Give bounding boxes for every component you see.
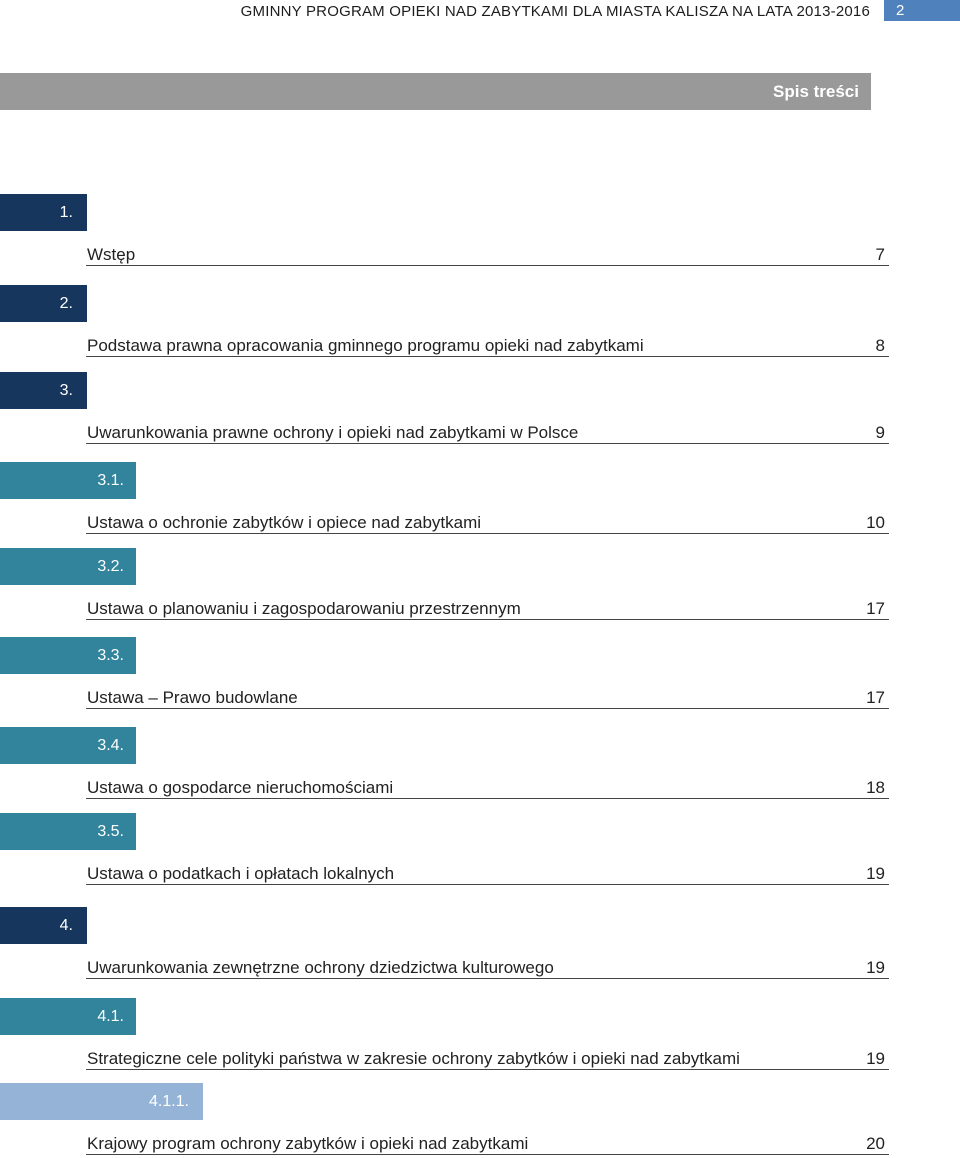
toc-entry-page: 19 (866, 864, 885, 883)
toc-entry-title: Podstawa prawna opracowania gminnego pro… (87, 336, 644, 355)
toc-entry[interactable]: Podstawa prawna opracowania gminnego pro… (86, 332, 889, 357)
toc-number-box: 3. (0, 372, 87, 409)
toc-number-box: 2. (0, 285, 87, 322)
toc-entry-title: Krajowy program ochrony zabytków i opiek… (87, 1134, 529, 1153)
toc-entry[interactable]: Ustawa – Prawo budowlane 17 (86, 684, 889, 709)
toc-number-box: 4.1.1. (0, 1083, 203, 1120)
toc-entry-page: 17 (866, 599, 885, 618)
toc-entry[interactable]: Uwarunkowania zewnętrzne ochrony dziedzi… (86, 954, 889, 979)
toc-entry-title: Ustawa o planowaniu i zagospodarowaniu p… (87, 599, 521, 618)
toc-number-box: 3.3. (0, 637, 136, 674)
toc-entry[interactable]: Ustawa o ochronie zabytków i opiece nad … (86, 509, 889, 534)
toc-entry[interactable]: Ustawa o gospodarce nieruchomościami 18 (86, 774, 889, 799)
toc-entry[interactable]: Strategiczne cele polityki państwa w zak… (86, 1045, 889, 1070)
toc-entry-title: Uwarunkowania zewnętrzne ochrony dziedzi… (87, 958, 554, 977)
toc-entry-page: 17 (866, 688, 885, 707)
toc-entry-page: 9 (875, 423, 885, 442)
toc-entry-title: Uwarunkowania prawne ochrony i opieki na… (87, 423, 579, 442)
toc-number-box: 3.1. (0, 462, 136, 499)
toc-entry-page: 19 (866, 1049, 885, 1068)
toc-entry[interactable]: Ustawa o planowaniu i zagospodarowaniu p… (86, 595, 889, 620)
toc-entry-title: Ustawa o podatkach i opłatach lokalnych (87, 864, 395, 883)
toc-entry-title: Ustawa o ochronie zabytków i opiece nad … (87, 513, 482, 532)
toc-entry[interactable]: Ustawa o podatkach i opłatach lokalnych 1… (86, 860, 889, 885)
toc-entry-page: 8 (875, 336, 885, 355)
toc-number-box: 4. (0, 907, 87, 944)
toc-entry-page: 18 (866, 778, 885, 797)
toc-entry[interactable]: Krajowy program ochrony zabytków i opiek… (86, 1130, 889, 1155)
toc-entry[interactable]: Uwarunkowania prawne ochrony i opieki na… (86, 419, 889, 444)
toc-number-box: 3.4. (0, 727, 136, 764)
toc-number-box: 1. (0, 194, 87, 231)
toc-entry-page: 10 (866, 513, 885, 532)
toc-entry-title: Ustawa o gospodarce nieruchomościami (87, 778, 394, 797)
toc-entry-page: 19 (866, 958, 885, 977)
toc-entry-title: Wstęp (87, 245, 136, 264)
toc-entry-title: Strategiczne cele polityki państwa w zak… (87, 1049, 740, 1068)
toc-entry-page: 7 (875, 245, 885, 264)
document-title: GMINNY PROGRAM OPIEKI NAD ZABYTKAMI DLA … (240, 3, 870, 20)
toc-entry-page: 20 (866, 1134, 885, 1153)
toc-entry[interactable]: Wstęp 7 (86, 241, 889, 266)
toc-number-box: 3.5. (0, 813, 136, 850)
toc-number-box: 4.1. (0, 998, 136, 1035)
toc-number-box: 3.2. (0, 548, 136, 585)
page-number-badge: 2 (884, 0, 960, 21)
toc-entry-title: Ustawa – Prawo budowlane (87, 688, 298, 707)
toc-heading: Spis treści (0, 73, 871, 110)
